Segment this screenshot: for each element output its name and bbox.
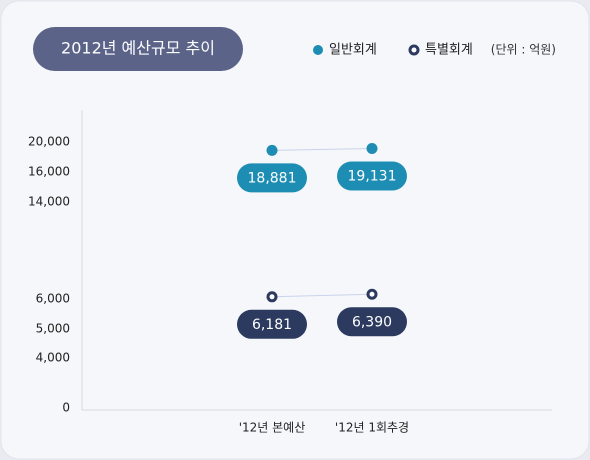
y-tick-label: 14,000 [28, 195, 70, 209]
value-label: 6,390 [352, 314, 392, 330]
series-line [271, 148, 373, 151]
point [266, 291, 278, 303]
y-tick-label: 4,000 [36, 351, 70, 365]
value-label: 6,181 [252, 317, 292, 333]
chart-title: 2012년 예산규모 추이 [61, 39, 215, 58]
legend-label: 특별회계 [425, 43, 473, 58]
y-tick-label: 20,000 [28, 135, 70, 149]
x-tick-label: '12년 1회추경 [335, 421, 409, 435]
y-tick-label: 0 [62, 401, 70, 415]
value-pill [237, 309, 307, 339]
title-pill [33, 27, 243, 71]
value-pill [237, 163, 307, 193]
point [366, 288, 378, 300]
value-pill [337, 161, 407, 191]
legend-marker [408, 44, 420, 56]
y-tick-label: 16,000 [28, 165, 70, 179]
y-tick-label: 6,000 [36, 292, 70, 306]
value-label: 18,881 [248, 170, 297, 186]
legend-marker [313, 45, 323, 55]
legend-label: 일반회계 [329, 43, 377, 58]
point [366, 143, 378, 155]
point [266, 144, 278, 156]
x-tick-label: '12년 본예산 [239, 421, 306, 435]
value-pill [337, 307, 407, 337]
unit-label: (단위 : 억원) [491, 43, 556, 57]
y-tick-label: 5,000 [36, 322, 70, 336]
series-line [271, 293, 373, 298]
value-label: 19,131 [348, 169, 397, 185]
